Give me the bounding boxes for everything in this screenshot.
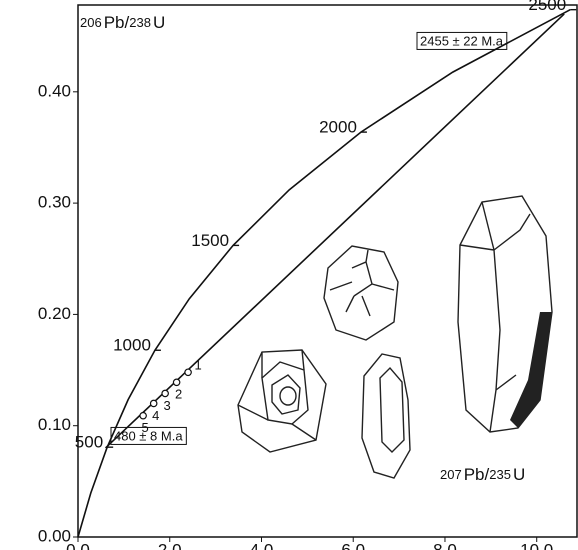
y-tick-label: 0.00 bbox=[38, 526, 71, 545]
y-label-mass: 238 bbox=[129, 15, 151, 30]
upper-intercept-label: 2455 ± 22 M.a bbox=[420, 33, 504, 48]
upper-intercept-label-box bbox=[416, 31, 508, 50]
y-label-element: U bbox=[153, 13, 165, 32]
data-point bbox=[172, 378, 181, 387]
y-label-mass: 206 bbox=[80, 15, 102, 30]
x-tick-label: 4.0 bbox=[250, 540, 274, 550]
y-tick-label: 0.40 bbox=[38, 81, 71, 100]
data-point bbox=[149, 399, 158, 408]
age-label: 1500 bbox=[191, 231, 229, 250]
x-tick-label: 8.0 bbox=[433, 540, 457, 550]
point-label: 3 bbox=[164, 398, 171, 413]
crystal-shading bbox=[510, 312, 552, 428]
plot-frame bbox=[77, 4, 578, 538]
x-label-element: Pb/ bbox=[464, 465, 490, 484]
x-label-mass: 207 bbox=[440, 467, 462, 482]
x-label-element: U bbox=[513, 465, 525, 484]
x-tick-label: 10.0 bbox=[520, 540, 553, 550]
x-tick-label: 2.0 bbox=[158, 540, 182, 550]
y-axis-label: 206 Pb/238 U bbox=[80, 13, 165, 32]
x-axis-label: 207 Pb/235 U bbox=[440, 465, 525, 484]
y-tick-label: 0.10 bbox=[38, 415, 71, 434]
age-label: 2000 bbox=[319, 118, 357, 137]
y-tick-label: 0.20 bbox=[38, 304, 71, 323]
x-tick-label: 6.0 bbox=[341, 540, 365, 550]
x-tick-label: 0.0 bbox=[66, 540, 90, 550]
crystal-drawings bbox=[237, 195, 553, 479]
data-point bbox=[139, 411, 147, 420]
y-tick-label: 0.30 bbox=[38, 193, 71, 212]
data-point bbox=[184, 368, 192, 377]
age-label: 1000 bbox=[113, 336, 151, 355]
lower-intercept-label: 480 ± 8 M.a bbox=[114, 428, 183, 443]
discordia-line bbox=[104, 13, 565, 449]
lower-intercept-label-box bbox=[110, 426, 187, 445]
data-point bbox=[161, 389, 169, 398]
y-label-element: Pb/ bbox=[104, 13, 130, 32]
point-label: 1 bbox=[194, 358, 201, 373]
x-label-mass: 235 bbox=[489, 467, 511, 482]
point-label: 2 bbox=[175, 387, 182, 402]
age-label: 500 bbox=[75, 433, 103, 452]
concordia-curve bbox=[77, 8, 571, 538]
age-label: 2500 bbox=[528, 0, 566, 14]
point-label: 4 bbox=[152, 408, 159, 423]
